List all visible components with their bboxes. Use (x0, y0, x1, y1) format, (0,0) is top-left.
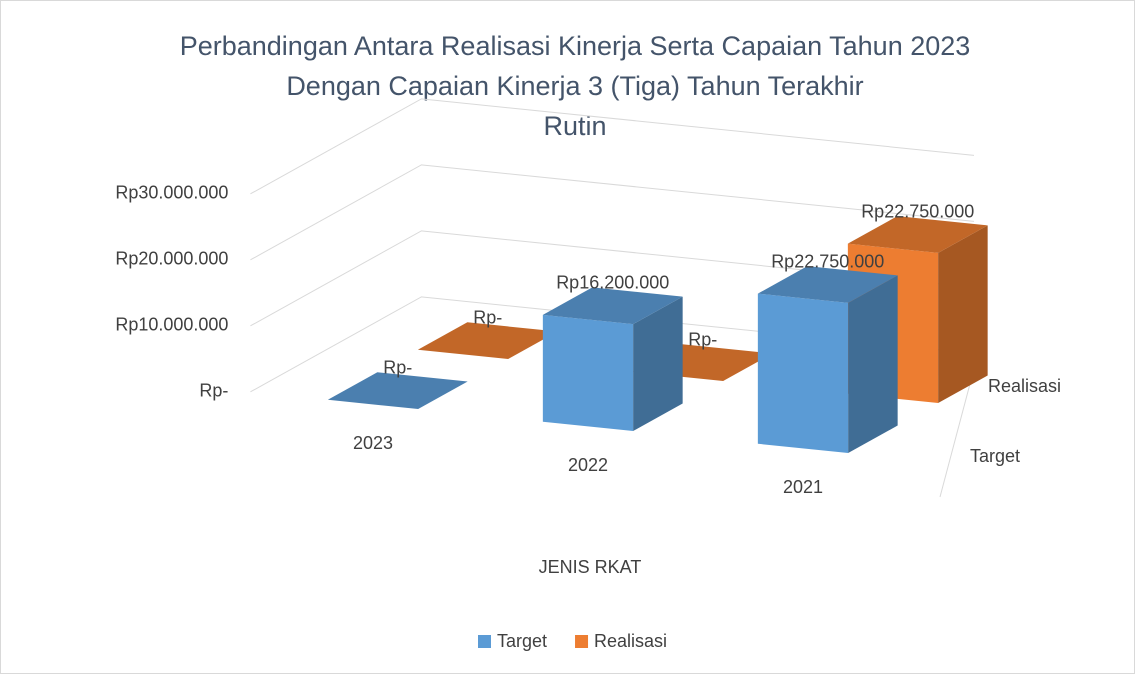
bar-front (542, 314, 634, 432)
depth-label: Target (970, 446, 1020, 466)
grid-line (250, 98, 975, 195)
bar-top (327, 372, 468, 410)
y-tick-label: Rp20.000.000 (115, 249, 228, 269)
bar-front (757, 293, 849, 454)
depth-label: Realisasi (988, 376, 1061, 396)
chart-title: Rutin (543, 111, 606, 141)
value-label: Rp16.200.000 (556, 272, 669, 292)
value-label: Rp- (383, 357, 412, 377)
y-tick-label: Rp10.000.000 (115, 315, 228, 335)
depth-axis (939, 364, 976, 498)
value-label: Rp22.750.000 (861, 201, 974, 221)
legend-swatch (478, 635, 491, 648)
grid-line (250, 230, 975, 327)
legend-label: Realisasi (594, 631, 667, 651)
bar-top (542, 287, 683, 325)
grid-line (250, 164, 975, 261)
bar-side (633, 296, 683, 432)
legend-label: Target (497, 631, 547, 651)
y-tick-label: Rp30.000.000 (115, 183, 228, 203)
bar-top (757, 266, 898, 303)
bar-top (847, 216, 988, 253)
legend-swatch (575, 635, 589, 648)
chart-title: Perbandingan Antara Realisasi Kinerja Se… (180, 31, 971, 61)
value-label: Rp- (473, 307, 502, 327)
x-axis-title: JENIS RKAT (539, 557, 642, 577)
x-tick-label: 2022 (568, 455, 608, 475)
bar-side (848, 275, 898, 454)
bar-side (938, 225, 988, 404)
x-tick-label: 2023 (353, 433, 393, 453)
bar-top (417, 322, 558, 360)
value-label: Rp22.750.000 (771, 251, 884, 271)
value-label: Rp- (688, 329, 717, 349)
y-tick-label: Rp- (199, 381, 228, 401)
chart-title: Dengan Capaian Kinerja 3 (Tiga) Tahun Te… (286, 71, 863, 101)
x-tick-label: 2021 (783, 477, 823, 497)
